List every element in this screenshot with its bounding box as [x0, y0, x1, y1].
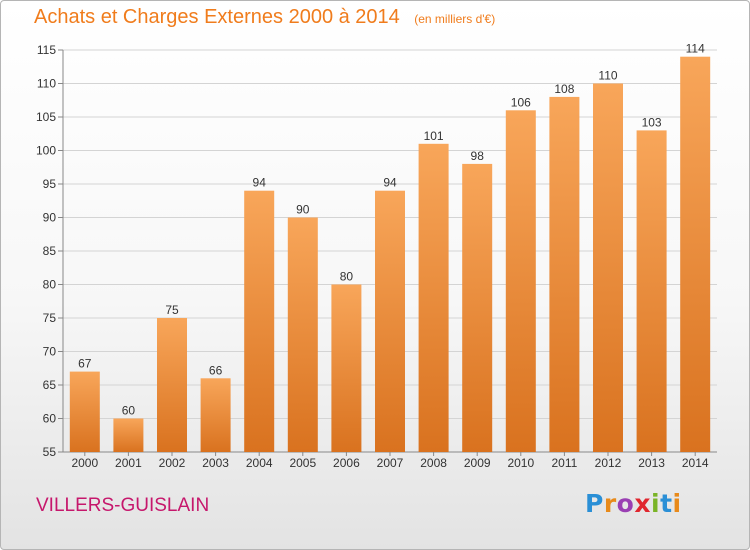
x-tick-label: 2012 [595, 456, 622, 470]
x-tick-label: 2006 [333, 456, 360, 470]
bar [69, 371, 100, 452]
data-label: 80 [340, 270, 354, 284]
chart-title: Achats et Charges Externes 2000 à 2014 [34, 6, 400, 28]
chart-subtitle: (en milliers d'€) [414, 12, 496, 26]
data-label: 66 [209, 363, 223, 377]
y-tick-label: 70 [43, 345, 57, 359]
bar [375, 190, 405, 452]
y-tick-label: 55 [43, 445, 57, 459]
chart-title-group: Achats et Charges Externes 2000 à 2014 (… [34, 6, 495, 29]
x-tick-label: 2009 [464, 456, 491, 470]
bar [505, 110, 536, 453]
x-tick-label: 2007 [377, 456, 404, 470]
data-label: 90 [296, 203, 310, 217]
y-tick-label: 75 [43, 311, 57, 325]
data-label: 94 [383, 176, 397, 190]
data-label: 75 [165, 303, 179, 317]
x-tick-label: 2002 [159, 456, 186, 470]
data-label: 67 [78, 357, 92, 371]
proxiti-logo: Proxiti [585, 489, 682, 518]
x-tick-label: 2010 [507, 456, 534, 470]
y-tick-label: 115 [37, 43, 56, 57]
x-tick-label: 2005 [289, 456, 316, 470]
bar [680, 56, 711, 452]
y-tick-label: 95 [43, 177, 57, 191]
data-label: 108 [554, 82, 574, 96]
bar [636, 130, 667, 452]
x-tick-label: 2014 [682, 456, 709, 470]
x-tick-label: 2000 [71, 456, 98, 470]
bar [549, 96, 580, 453]
data-label: 101 [424, 129, 444, 143]
y-tick-label: 105 [36, 110, 56, 124]
data-label: 60 [122, 404, 136, 418]
bar [462, 163, 493, 452]
data-label: 110 [598, 69, 617, 83]
y-tick-label: 80 [43, 278, 57, 292]
bar [593, 83, 623, 452]
y-tick-label: 110 [37, 77, 56, 91]
data-label: 103 [642, 115, 662, 129]
commune-name: VILLERS-GUISLAIN [36, 495, 210, 516]
x-tick-label: 2001 [115, 456, 142, 470]
y-tick-label: 85 [43, 244, 57, 258]
data-label: 114 [686, 42, 705, 56]
bar [157, 318, 187, 452]
data-label: 98 [471, 149, 485, 163]
x-tick-label: 2013 [638, 456, 665, 470]
x-tick-label: 2011 [551, 456, 577, 470]
y-tick-label: 60 [43, 412, 57, 426]
data-label: 106 [511, 95, 531, 109]
y-tick-label: 90 [43, 211, 57, 225]
x-tick-label: 2003 [202, 456, 229, 470]
bar [200, 378, 231, 452]
bar [418, 143, 449, 453]
data-label: 94 [253, 176, 267, 190]
x-tick-label: 2008 [420, 456, 447, 470]
bar [113, 418, 144, 452]
y-tick-label: 65 [43, 378, 57, 392]
y-tick-label: 100 [36, 144, 56, 158]
bar [287, 217, 318, 452]
bar [331, 284, 362, 452]
x-tick-label: 2004 [246, 456, 273, 470]
bar [244, 190, 275, 452]
